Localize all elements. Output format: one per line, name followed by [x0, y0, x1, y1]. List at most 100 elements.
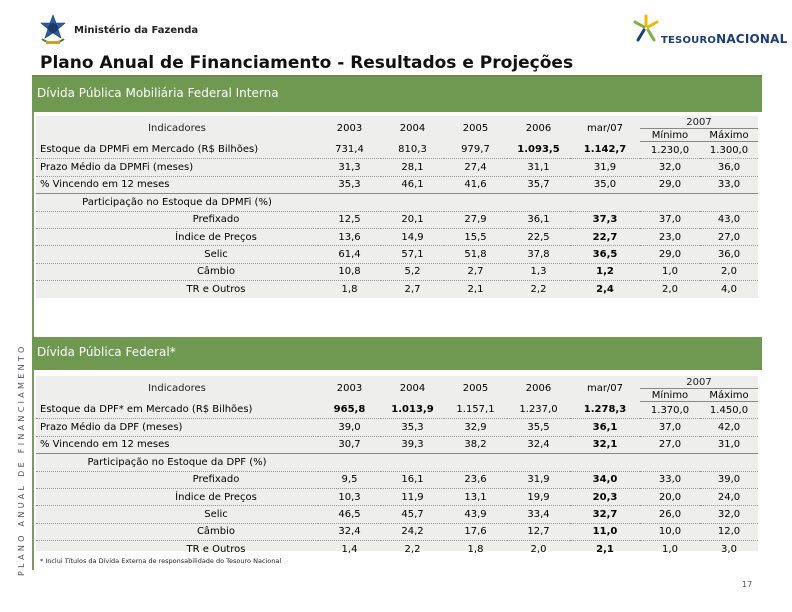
table-cell: 13,6 — [318, 228, 381, 247]
table-cell: 45,7 — [381, 505, 444, 524]
table-cell: 1.013,9 — [381, 401, 444, 420]
table-cell: 29,0 — [640, 176, 700, 195]
table-cell: 20,3 — [570, 488, 640, 507]
table-row: Prazo Médio da DPF (meses) 39,0 35,3 32,… — [36, 418, 759, 437]
participacao-label: Participação no Estoque da DPF (%) — [36, 453, 318, 472]
table-cell: 36,0 — [700, 245, 759, 264]
row-label: Estoque da DPF* em Mercado (R$ Bilhões) — [36, 401, 318, 420]
table-cell: 37,3 — [570, 211, 640, 229]
table-cell: 35,7 — [507, 176, 570, 195]
table-cell: 2,1 — [596, 543, 614, 555]
table-cell: 32,9 — [444, 418, 507, 437]
ministry-name: Ministério da Fazenda — [74, 25, 199, 36]
row-label: TR e Outros — [186, 283, 246, 295]
table-cell: 35,3 — [381, 418, 444, 437]
table-cell: 37,0 — [640, 418, 700, 437]
row-label: Prefixado — [36, 471, 318, 489]
table-panel-dpf: Indicadores 2003 2004 2005 2006 mar/07 2… — [36, 376, 759, 555]
table-cell: 1.237,0 — [507, 401, 570, 420]
table-cell: 29,0 — [640, 245, 700, 264]
table-cell: 23,6 — [444, 471, 507, 489]
footnote: * Inclui Títulos da Dívida Externa de re… — [40, 557, 282, 565]
table-row: Índice de Preços 13,6 14,9 15,5 22,5 22,… — [36, 228, 759, 247]
table-cell: 1,8 — [341, 283, 358, 295]
table-cell: 20,1 — [381, 211, 444, 229]
row-label: Índice de Preços — [36, 488, 318, 507]
row-label: Câmbio — [36, 263, 318, 282]
table-cell: 31,1 — [507, 158, 570, 177]
table-cell: 2,7 — [444, 263, 507, 282]
side-vertical-label: PLANO ANUAL DE FINANCIAMENTO — [17, 343, 26, 576]
table-cell: 57,1 — [381, 245, 444, 264]
table-cell: 43,0 — [700, 211, 759, 229]
table-cell: 2,2 — [404, 543, 421, 555]
table-cell: 39,0 — [318, 418, 381, 437]
row-label: Índice de Preços — [36, 228, 318, 247]
table-cell: 27,0 — [640, 436, 700, 455]
column-header-year: 2004 — [399, 123, 426, 135]
table-cell: 2,2 — [530, 283, 547, 295]
column-header-year: 2005 — [462, 383, 489, 395]
table-cell: 43,9 — [444, 505, 507, 524]
table-cell: 39,0 — [700, 471, 759, 489]
table-cell: 32,1 — [570, 436, 640, 455]
column-header-indicadores: Indicadores — [148, 383, 206, 395]
table-cell: 10,8 — [318, 263, 381, 282]
table-cell: 61,4 — [318, 245, 381, 264]
table-row: % Vincendo em 12 meses 35,3 46,1 41,6 35… — [36, 176, 759, 195]
table-cell: 19,9 — [507, 488, 570, 507]
column-header-minimo: Mínimo — [640, 128, 700, 142]
table-cell: 14,9 — [381, 228, 444, 247]
table-cell: 10,0 — [640, 523, 700, 542]
row-label: Prazo Médio da DPF (meses) — [36, 418, 318, 437]
table-row: Estoque da DPF* em Mercado (R$ Bilhões) … — [36, 401, 759, 420]
table-cell: 1,0 — [640, 263, 700, 282]
table-cell: 1.370,0 — [640, 401, 700, 420]
table-cell: 1,4 — [341, 543, 358, 555]
column-header-year: 2003 — [336, 123, 363, 135]
table-cell: 27,4 — [444, 158, 507, 177]
table-cell: 1,8 — [467, 543, 484, 555]
table-cell: 17,6 — [444, 523, 507, 542]
table-cell: 39,3 — [381, 436, 444, 455]
table-cell: 37,0 — [640, 211, 700, 229]
table-cell: 36,5 — [570, 245, 640, 264]
indicators-table: Indicadores 2003 2004 2005 2006 mar/07 2… — [36, 376, 759, 558]
table-row: TR e Outros 1,8 2,7 2,1 2,2 2,4 2,0 4,0 — [36, 281, 758, 298]
page-title: Plano Anual de Financiamento - Resultado… — [40, 53, 574, 73]
tesouro-nacional-wordmark: TESOURONACIONAL — [661, 32, 788, 46]
row-label: Estoque da DPMFi em Mercado (R$ Bilhões) — [36, 141, 318, 160]
coat-of-arms-icon — [40, 14, 66, 44]
table-cell: 16,1 — [381, 471, 444, 489]
column-header-year: 2004 — [399, 383, 426, 395]
table-cell: 24,0 — [700, 488, 759, 507]
table-cell: 731,4 — [318, 141, 381, 160]
page-number: 17 — [742, 580, 753, 589]
tesouro-nacional-logo-icon — [633, 14, 659, 42]
table-row: TR e Outros 1,4 2,2 1,8 2,0 2,1 1,0 3,0 — [36, 541, 758, 558]
table-cell: 24,2 — [381, 523, 444, 542]
table-cell: 37,8 — [507, 245, 570, 264]
table-cell: 1.157,1 — [444, 401, 507, 420]
table-cell: 13,1 — [444, 488, 507, 507]
section-rule — [32, 370, 34, 570]
table-row: Prefixado 12,5 20,1 27,9 36,1 37,3 37,0 … — [36, 211, 759, 229]
table-row: Índice de Preços 10,3 11,9 13,1 19,9 20,… — [36, 488, 759, 507]
table-cell: 31,0 — [700, 436, 759, 455]
column-header-year: mar/07 — [586, 123, 624, 135]
table-cell: 1.278,3 — [570, 401, 640, 420]
column-header-year: 2006 — [525, 123, 552, 135]
table-cell: 1,0 — [662, 543, 678, 555]
table-cell: 1.142,7 — [570, 141, 640, 160]
table-cell: 27,9 — [444, 211, 507, 229]
column-header-indicadores: Indicadores — [148, 123, 206, 135]
table-cell: 26,0 — [640, 505, 700, 524]
row-label: % Vincendo em 12 meses — [36, 436, 318, 455]
table-cell: 35,0 — [570, 176, 640, 195]
table-cell: 32,4 — [507, 436, 570, 455]
table-cell: 22,7 — [570, 228, 640, 247]
table-cell: 9,5 — [318, 471, 381, 489]
table-cell: 12,0 — [700, 523, 759, 542]
column-header-year: mar/07 — [586, 383, 624, 395]
table-row: Estoque da DPMFi em Mercado (R$ Bilhões)… — [36, 141, 759, 160]
